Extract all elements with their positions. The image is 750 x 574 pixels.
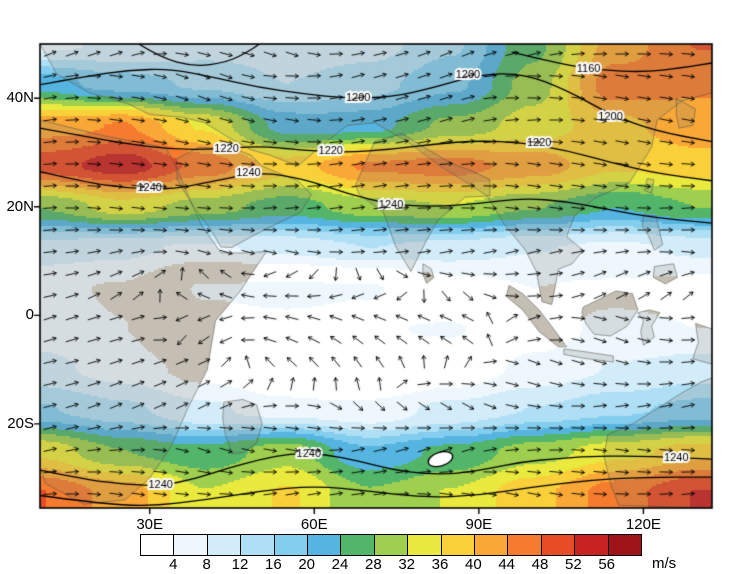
colorbar-cell [508, 535, 542, 555]
colorbar-cell [408, 535, 442, 555]
colorbar-cell [141, 535, 175, 555]
colorbar-tick-label: 44 [498, 556, 515, 573]
colorbar-tick-label: 32 [398, 556, 415, 573]
colorbar-cell [274, 535, 309, 555]
colorbar-tick-label: 16 [264, 556, 282, 573]
colorbar-tick-label: 36 [431, 556, 449, 573]
colorbar-cell [475, 535, 509, 555]
colorbar-tick-label: 4 [169, 556, 178, 573]
colorbar-cell [308, 535, 342, 555]
colorbar-tick-label: 56 [598, 556, 615, 573]
x-axis-tick-label: 60E [300, 516, 328, 533]
colorbar-cell [207, 535, 242, 555]
colorbar-cell [441, 535, 476, 555]
colorbar-tick-label: 40 [464, 556, 482, 573]
y-axis-tick-label: 0 [25, 306, 34, 324]
y-axis-tick-label: 20S [7, 414, 34, 432]
colorbar-cell [341, 535, 375, 555]
unit-label: m/s [652, 555, 677, 572]
x-axis-tick-label: 90E [465, 516, 493, 533]
colorbar-cell [608, 535, 642, 555]
colorbar-tick-label: 28 [364, 556, 382, 573]
colorbar-tick-label: 24 [331, 556, 349, 573]
colorbar-cell [374, 535, 409, 555]
colorbar-tick-label: 20 [298, 556, 315, 573]
colorbar-cell [541, 535, 576, 555]
colorbar-cell [575, 535, 609, 555]
colorbar-tick-label: 12 [231, 556, 249, 573]
colorbar-tick-label: 52 [564, 556, 582, 573]
y-axis-tick-label: 40N [6, 89, 34, 107]
x-axis-tick-label: 120E [625, 516, 661, 533]
colorbar-tick-label: 8 [202, 556, 211, 573]
colorbar [140, 534, 642, 556]
colorbar-cell [174, 535, 208, 555]
colorbar-tick-label: 48 [531, 556, 549, 573]
x-axis-tick-label: 30E [136, 516, 164, 533]
y-axis-tick-label: 20N [6, 197, 34, 215]
colorbar-cell [241, 535, 275, 555]
